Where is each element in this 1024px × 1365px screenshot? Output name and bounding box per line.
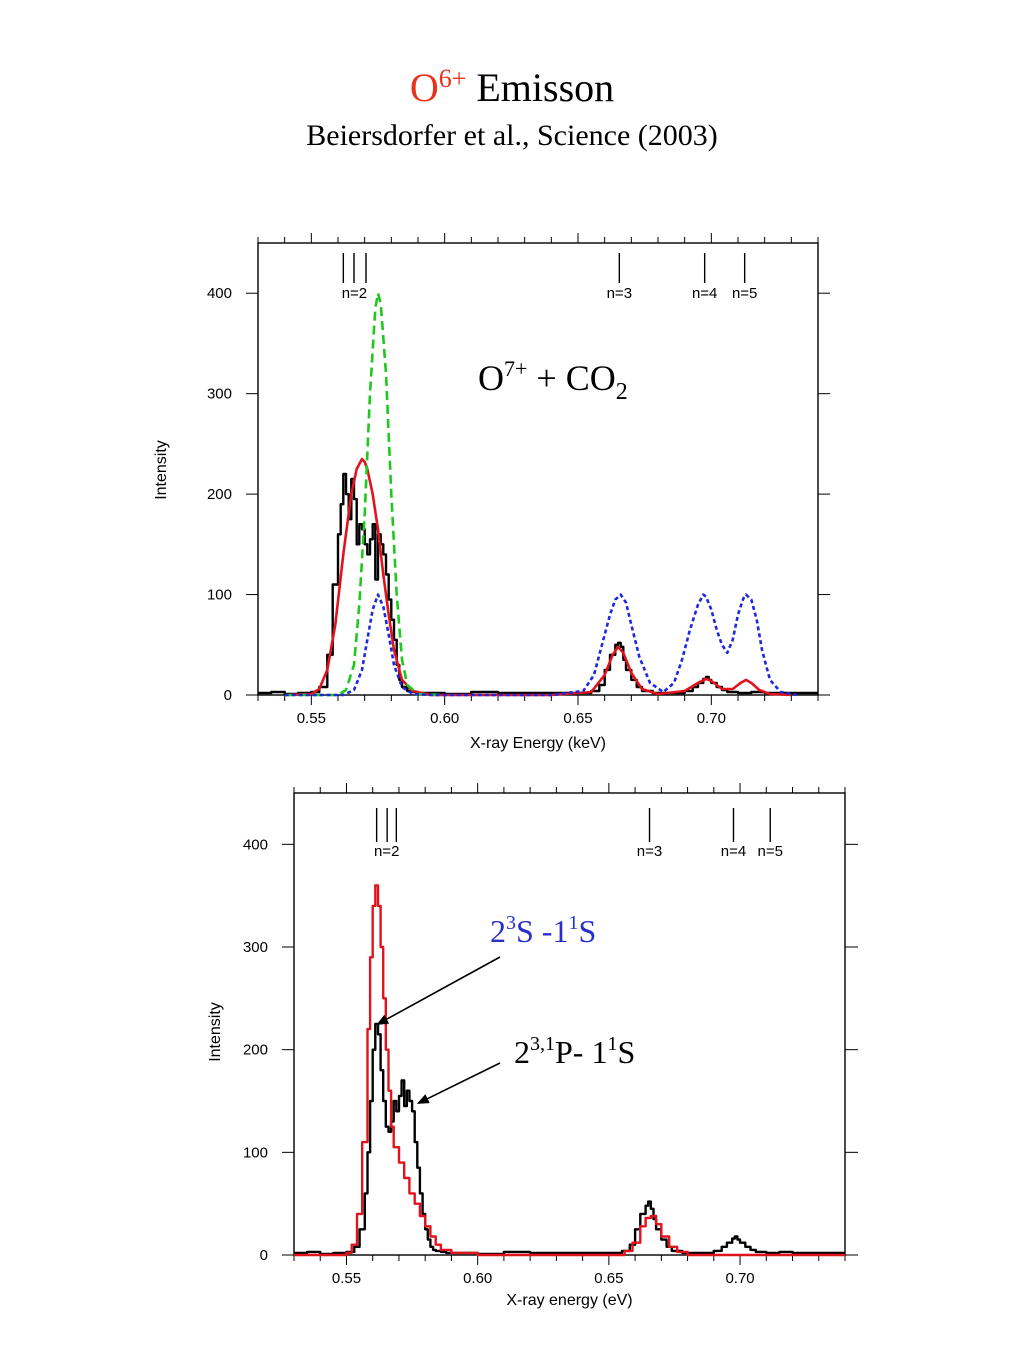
y-tick-label: 200 [207, 486, 232, 503]
line-marker-label: n=4 [721, 843, 746, 860]
annotation-part: S [617, 1034, 635, 1070]
y-tick-label: 400 [243, 836, 268, 853]
line-marker-label: n=5 [732, 285, 757, 302]
page-subtitle: Beiersdorfer et al., Science (2003) [306, 119, 718, 152]
annotation-sub: 2 [616, 379, 628, 405]
x-axis-label: X-ray energy (eV) [506, 1292, 632, 1309]
y-tick-label: 400 [207, 285, 232, 302]
x-tick-label: 0.65 [563, 710, 592, 727]
plot-frame [257, 242, 819, 696]
annotation-middle: + CO [527, 358, 615, 398]
y-axis-label: Intensity [153, 440, 170, 500]
x-tick-label: 0.70 [725, 1270, 754, 1287]
annotation-part: S -1 [516, 913, 568, 949]
y-axis-label: Intensity [207, 1002, 224, 1062]
line-marker-label: n=3 [607, 285, 632, 302]
annotation-arrow [376, 956, 501, 1025]
plot-annotation: O7+ + CO2 [478, 356, 628, 405]
annotation-part: S [578, 913, 596, 949]
peak-annotation-1: 23S -11S [490, 912, 596, 949]
annotation-part: 2 [490, 913, 506, 949]
y-tick-label: 100 [243, 1144, 268, 1161]
y-tick-label: 300 [243, 939, 268, 956]
x-tick-label: 0.55 [332, 1270, 361, 1287]
y-tick-label: 300 [207, 386, 232, 403]
line-marker-label: n=4 [692, 285, 717, 302]
line-marker-label: n=2 [374, 843, 399, 860]
title-symbol: O [409, 65, 439, 110]
annotation-part: P- 1 [555, 1034, 607, 1070]
x-axis-label: X-ray Energy (keV) [470, 735, 606, 752]
page-header: O6+ Emisson Beiersdorfer et al., Science… [0, 64, 1024, 154]
x-tick-label: 0.55 [297, 710, 326, 727]
title-charge: 6+ [438, 64, 467, 93]
peak-annotation-2: 23,1P- 11S [514, 1033, 635, 1070]
line-marker-label: n=3 [637, 843, 662, 860]
annotation-part: 3,1 [530, 1033, 555, 1055]
annotation-part: 1 [607, 1033, 617, 1055]
y-tick-label: 100 [207, 587, 232, 604]
series-line-4 [284, 593, 797, 697]
series-line-3 [284, 291, 445, 697]
x-tick-label: 0.60 [463, 1270, 492, 1287]
title-ion-symbol: O6+ [410, 65, 467, 110]
chart-top: 0.55 0.60 0.65 0.70 0 100 200 300 400 X-ray Energ… [153, 233, 830, 752]
y-tick-label: 200 [243, 1042, 268, 1059]
annotation-sup: 7+ [504, 356, 527, 381]
y-tick-label: 0 [224, 687, 232, 704]
annotation-part: 3 [506, 912, 516, 934]
y-tick-label: 0 [260, 1247, 268, 1264]
line-marker-label: n=2 [342, 285, 367, 302]
series-line-2 [294, 884, 845, 1257]
annotation-part: 1 [568, 912, 578, 934]
chart-bottom: 0.55 0.60 0.65 0.70 0 100 200 300 400 X-ray energ… [207, 783, 858, 1309]
annotation-part: 2 [514, 1034, 530, 1070]
series-line-2 [284, 457, 792, 697]
x-tick-label: 0.60 [430, 710, 459, 727]
line-marker-label: n=5 [757, 843, 782, 860]
x-tick-label: 0.65 [594, 1270, 623, 1287]
page-title: O6+ Emisson [0, 64, 1024, 112]
annotation-base: O [478, 358, 504, 398]
title-word: Emisson [476, 65, 615, 110]
series-line-1 [258, 472, 818, 696]
x-tick-label: 0.70 [697, 710, 726, 727]
annotation-arrow [416, 1062, 501, 1104]
